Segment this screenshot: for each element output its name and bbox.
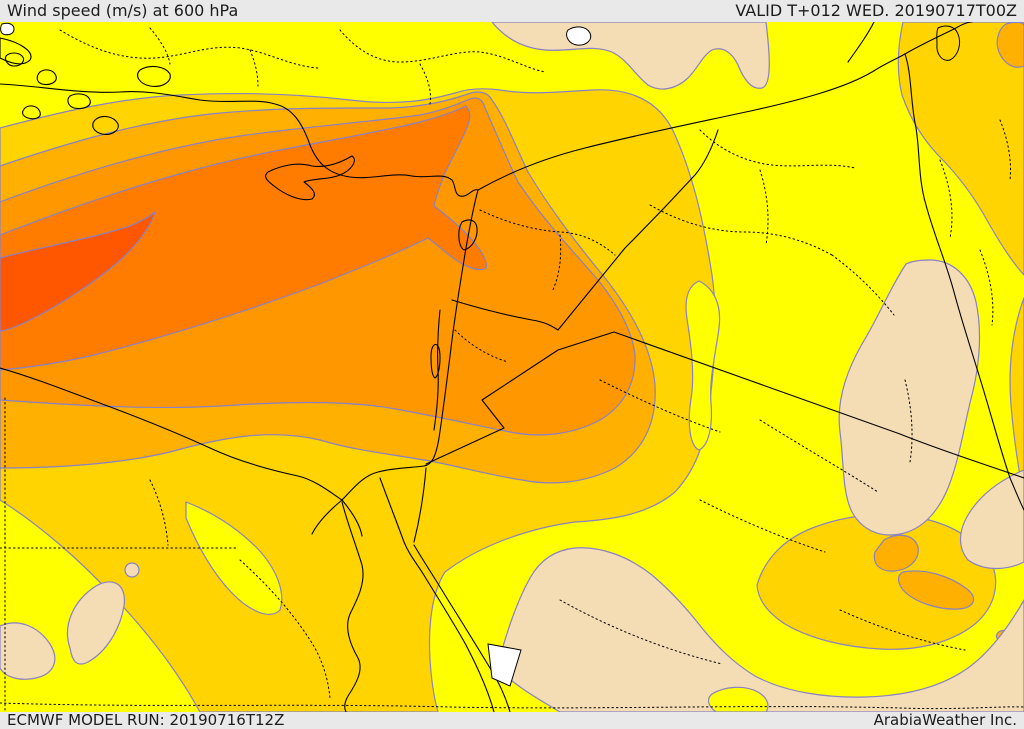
patch-white-nw-corner: [0, 22, 15, 36]
wind-band-fills: [0, 21, 1024, 713]
admin-iraq-1: [699, 129, 856, 169]
border-syria-jordan: [451, 299, 559, 331]
gulf-of-aqaba: [413, 467, 427, 543]
island-aegean-3: [67, 93, 91, 110]
map-title: Wind speed (m/s) at 600 hPa: [7, 1, 239, 20]
lake-van: [566, 26, 592, 46]
admin-turkey-3: [149, 27, 171, 65]
valid-time-label: VALID T+012 WED. 20190717T00Z: [735, 1, 1017, 20]
admin-turkey-4: [249, 49, 259, 87]
border-jordan-iraq: [557, 247, 626, 331]
header-bar: Wind speed (m/s) at 600 hPa VALID T+012 …: [0, 0, 1024, 22]
admin-saudi-3: [559, 599, 723, 665]
model-run-label: ECMWF MODEL RUN: 20190716T12Z: [7, 711, 285, 729]
admin-iraq-2: [649, 204, 833, 256]
band-cream-egypt-1: [66, 581, 125, 665]
band-amber-core-se-2: [897, 570, 975, 610]
island-rhodes: [92, 115, 119, 135]
band-yellow-snake: [685, 280, 721, 451]
border-jordan-saudi: [425, 331, 615, 465]
admin-boundaries-dotted: [0, 27, 1024, 713]
credit-label: ArabiaWeather Inc.: [873, 711, 1017, 729]
band-yellow-island-south: [707, 686, 769, 713]
lake-urmia: [936, 25, 961, 61]
band-yellow-sw-wedge: [185, 501, 283, 615]
red-sea-east-coast: [413, 544, 511, 713]
patch-white-red-sea-coast: [487, 643, 522, 687]
border-caucasus-2: [904, 21, 973, 55]
admin-jordan-1: [454, 329, 509, 363]
admin-turkey-1: [59, 29, 319, 69]
admin-syria-2: [551, 234, 562, 293]
river-jordan: [433, 309, 441, 431]
band-amber-core-se-1: [873, 534, 919, 572]
band-jet-core: [0, 211, 156, 332]
gulf-of-suez: [379, 477, 405, 543]
island-aegean-2: [36, 69, 57, 86]
border-iraq-saudi: [613, 331, 1024, 479]
border-caucasus-1: [847, 21, 875, 63]
band-cream-north-strip: [491, 21, 770, 90]
admin-saudi-1: [599, 379, 721, 433]
border-turkey-syria: [477, 53, 906, 191]
band-cream-egypt-3: [124, 562, 140, 578]
admin-iran-1: [939, 159, 953, 239]
admin-egypt-2: [149, 479, 169, 546]
band-cream-center-east: [838, 259, 981, 536]
nile-delta-2: [341, 499, 363, 537]
band-gold-southeast: [756, 513, 997, 650]
lakes: [0, 22, 961, 687]
admin-saudi-2: [759, 419, 879, 493]
footer-bar: ECMWF MODEL RUN: 20190716T12Z ArabiaWeat…: [0, 712, 1024, 729]
band-gold-northeast: [897, 21, 1024, 276]
island-cyprus: [265, 155, 355, 201]
island-aegean-4: [22, 105, 41, 120]
admin-syria-1: [479, 209, 616, 256]
lake-dead-sea: [430, 344, 441, 379]
band-amber-ne-corner: [996, 21, 1024, 68]
coastlines-and-borders: [0, 21, 1024, 713]
nile-delta-1: [311, 499, 343, 535]
coastline-nw-mainland: [0, 37, 32, 65]
admin-iraq-3: [759, 169, 769, 246]
admin-iraq-4: [831, 254, 895, 316]
border-lebanon: [458, 219, 478, 251]
band-dark-orange-main: [0, 105, 487, 371]
admin-saudi-5: [699, 499, 826, 553]
island-aegean-5: [137, 65, 171, 87]
river-nile: [341, 501, 364, 713]
admin-turkey-5: [419, 63, 431, 105]
band-cream-egypt-2: [0, 622, 56, 680]
red-sea-west-coast: [403, 541, 495, 713]
border-syria-iraq: [624, 129, 719, 249]
band-cream-south: [496, 547, 1024, 713]
admin-egypt-1: [239, 559, 331, 699]
island-aegean-1: [4, 52, 25, 67]
admin-iran-3: [999, 119, 1011, 181]
border-iran-west: [904, 53, 1024, 511]
admin-saudi-4: [839, 609, 966, 651]
admin-turkey-2: [339, 29, 546, 73]
border-south-parallel: [0, 702, 1024, 710]
admin-saudi-6: [904, 379, 913, 463]
coastline-mediterranean: [0, 83, 479, 501]
band-cream-east-edge: [959, 469, 1024, 570]
